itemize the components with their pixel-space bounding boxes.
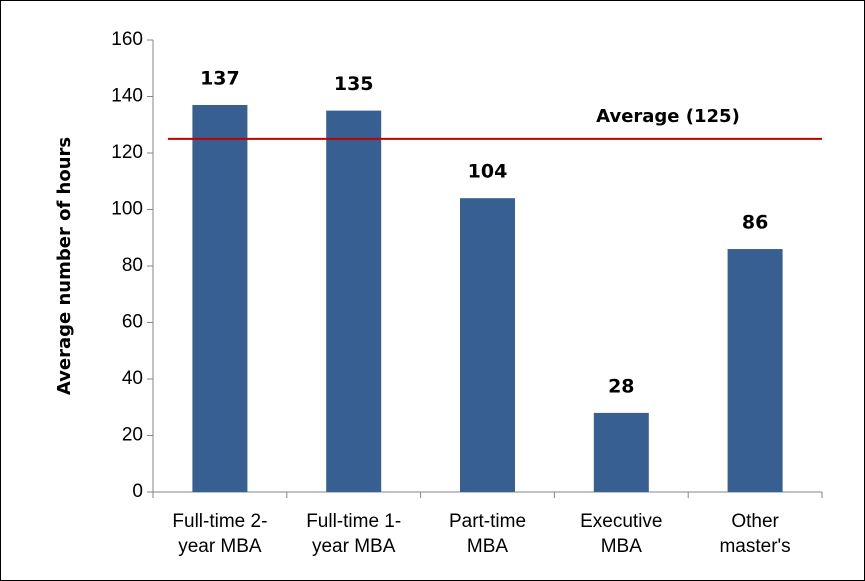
- x-tick-label: MBA: [467, 536, 509, 557]
- bar: [727, 249, 783, 492]
- value-label: 135: [334, 73, 374, 95]
- x-tick-label: year MBA: [178, 536, 262, 557]
- y-tick-label: 80: [122, 255, 143, 276]
- bar: [593, 412, 649, 492]
- bar: [460, 198, 515, 492]
- bar: [192, 104, 248, 492]
- value-label: 86: [742, 212, 768, 234]
- x-tick-label: Full-time 2-: [172, 511, 267, 532]
- y-tick-label: 100: [111, 199, 143, 220]
- x-tick-label: master's: [719, 536, 790, 557]
- value-label: 137: [200, 67, 240, 89]
- average-label: Average (125): [596, 106, 740, 127]
- y-tick-label: 60: [122, 312, 143, 333]
- x-tick-label: year MBA: [312, 536, 396, 557]
- y-axis-title: Average number of hours: [54, 137, 75, 395]
- x-tick-label: Other: [731, 511, 779, 532]
- y-tick-label: 160: [111, 29, 143, 50]
- y-tick-label: 20: [122, 425, 143, 446]
- y-tick-label: 40: [122, 368, 143, 389]
- y-tick-label: 0: [132, 481, 143, 502]
- x-tick-label: Full-time 1-: [306, 511, 401, 532]
- value-label: 104: [468, 161, 508, 183]
- value-label: 28: [608, 375, 634, 397]
- x-tick-label: Executive: [580, 511, 662, 532]
- x-tick-label: Part-time: [449, 511, 526, 532]
- y-tick-label: 120: [111, 142, 143, 163]
- y-tick-label: 140: [111, 86, 143, 107]
- bar: [326, 110, 382, 492]
- x-tick-label: MBA: [601, 536, 643, 557]
